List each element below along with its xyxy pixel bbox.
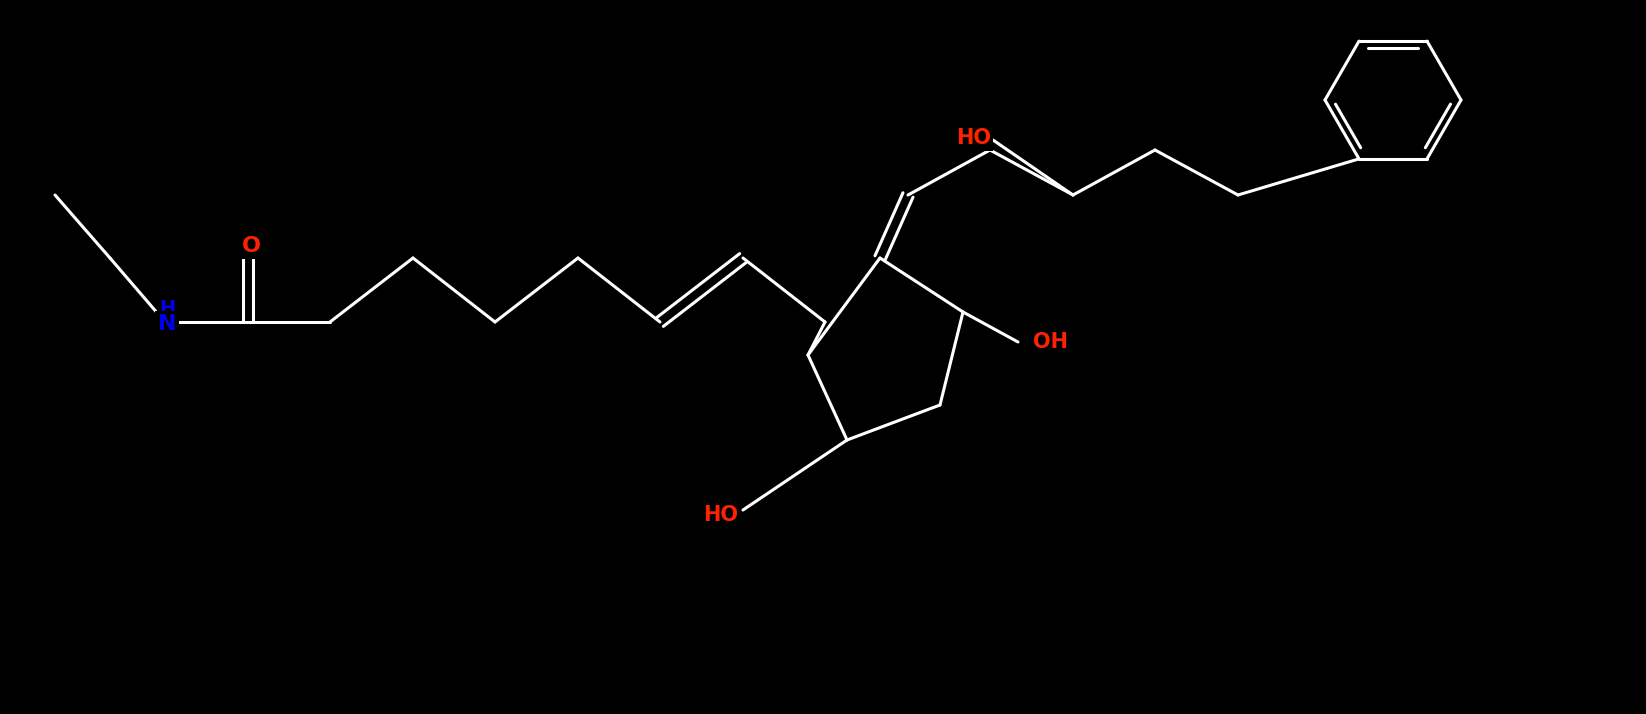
Text: N: N: [158, 314, 176, 334]
Text: H: H: [160, 298, 174, 318]
Text: HO: HO: [703, 505, 737, 525]
Text: OH: OH: [1034, 332, 1068, 352]
Text: O: O: [242, 236, 260, 256]
Text: HO: HO: [956, 128, 991, 148]
